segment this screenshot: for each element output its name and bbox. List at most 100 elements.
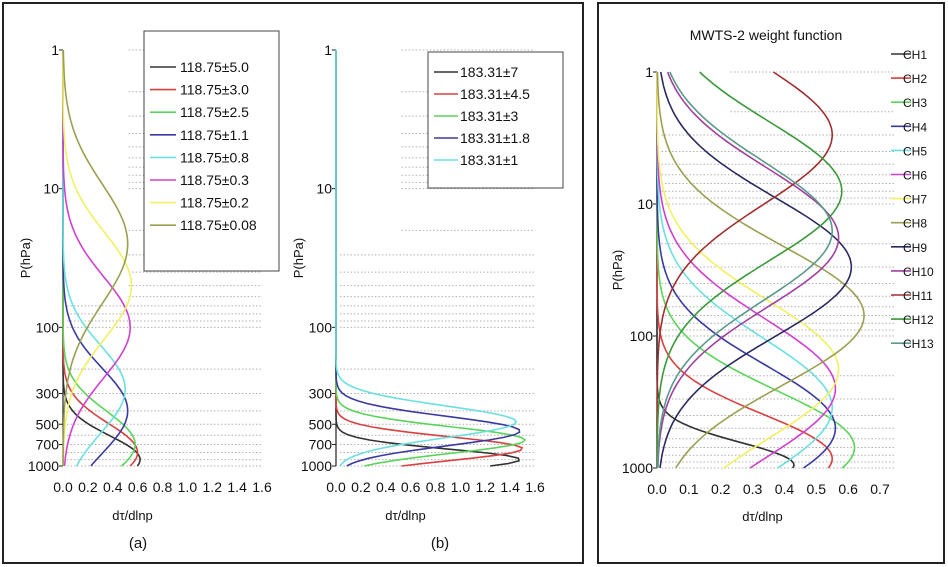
y-tick-label: 500 [36,416,60,432]
legend-entry: CH4 [903,120,927,134]
x-tick-label: 1.2 [476,479,496,495]
x-tick-label: 0.4 [376,479,396,495]
legend-entry: 183.31±3 [460,108,519,124]
series-line-1 [656,72,795,469]
legend-entry: CH7 [903,193,927,207]
legend-entry: CH3 [903,96,927,110]
y-tick-label: 1 [324,42,332,58]
y-tick-label: 700 [309,437,333,453]
legend-entry: 118.75±0.3 [180,172,249,188]
series-group [656,71,865,469]
y-tick-label: 300 [309,385,333,401]
y-tick-label: 1000 [622,460,653,476]
x-tick-label: 0.7 [870,481,890,497]
y-axis-label: P(hPa) [291,238,306,278]
legend: 118.75±5.0 118.75±3.0 118.75±2.5 118.75±1.1… [143,30,280,272]
x-tick-label: 0.5 [807,481,827,497]
series-line-10 [657,71,840,469]
x-tick-label: 1.0 [178,479,198,495]
y-tick-label: 10 [43,181,59,197]
x-tick-label: 1.4 [227,479,247,495]
series-line-7 [656,72,840,469]
y-tick-label: 1000 [28,458,59,474]
y-tick-label: 1000 [301,458,332,474]
x-tick-label: 0.4 [775,481,795,497]
x-tick-label: 0.0 [326,479,346,495]
x-tick-label: 0.6 [401,479,421,495]
legend-entry: 118.75±5.0 [180,59,249,75]
series-line-4 [62,50,129,467]
x-tick-label: 1.0 [451,479,471,495]
series-line-8 [62,49,129,466]
x-tick-label: 1.2 [203,479,223,495]
x-tick-label: 1.6 [525,479,545,495]
legend-entry: 118.75±0.8 [180,149,249,165]
x-tick-label: 0.8 [153,479,173,495]
gridlines [661,71,895,469]
y-axis-label: P(hPa) [610,250,625,290]
legend-entry: 118.75±0.08 [180,217,257,233]
legend-entry: CH10 [903,265,934,279]
x-tick-label: 0.2 [351,479,371,495]
legend-entry: 183.31±7 [460,64,519,80]
legend-entry: CH5 [903,144,927,158]
x-tick-label: 0.1 [679,481,699,497]
chart-b: 1 10 100 300 500 700 1000 0.0 0.2 0.4 0.6 0.8 1.0 1.2… [291,42,564,552]
y-axis-label: P(hPa) [18,238,33,278]
series-line-3 [62,50,136,467]
series-line-5 [62,50,126,467]
y-tick-label: 10 [316,181,332,197]
x-tick-label: 0.2 [78,479,98,495]
legend: CH1 CH2 CH3 CH4 CH5 CH6 CH7 CH8 CH9 CH10 CH11 CH12 C… [891,48,934,351]
y-tick-label: 100 [630,328,654,344]
legend-entry: 118.75±1.1 [180,127,249,143]
legend-entry: CH9 [903,241,927,255]
x-tick-label: 0.2 [711,481,731,497]
x-tick-label: 0.4 [103,479,123,495]
y-tick-label: 700 [36,437,60,453]
x-tick-label: 0.0 [53,479,73,495]
legend-entry: 183.31±1.8 [460,130,530,146]
x-axis-label: dτ/dlnp [112,508,153,523]
x-tick-label: 1.4 [500,479,520,495]
gridlines [339,49,535,467]
legend-entry: CH1 [903,48,927,62]
x-axis-label: dτ/dlnp [385,508,426,523]
legend-box [143,30,280,272]
legend-entry: 118.75±3.0 [180,82,249,98]
series-group [335,50,527,467]
y-tick-label: 100 [309,319,333,335]
series-line-13 [656,71,834,469]
series-line-11 [656,71,833,468]
legend-entry: 183.31±4.5 [460,86,530,102]
legend-entry: 118.75±0.2 [180,195,249,211]
chart-c: 1 10 100 1000 0.0 0.1 0.2 0.3 0.4 0.5 0.6 0.7 dτ/dln… [610,27,934,524]
legend-entry: CH2 [903,72,927,86]
x-tick-label: 1.6 [252,479,272,495]
legend-entry: CH12 [903,313,934,327]
series-line-8 [656,72,865,469]
panel-label: (a) [129,535,147,552]
series-line-12 [656,71,843,468]
series-line-7 [62,50,133,467]
legend-entry: CH8 [903,217,927,231]
legend-entry: 118.75±2.5 [180,104,249,120]
x-tick-label: 0.8 [426,479,446,495]
y-tick-label: 500 [309,416,333,432]
panel-label: (b) [431,535,449,552]
y-tick-label: 1 [645,64,653,80]
chart-a: 1 10 100 300 500 700 1000 0.0 0.2 0.4 0.6 0.8 1.0 1.2… [18,30,280,552]
series-group [62,49,141,467]
y-tick-label: 10 [637,196,653,212]
x-axis-label: dτ/dlnp [742,509,783,524]
legend-box [427,51,564,189]
legend: 183.31±7 183.31±4.5 183.31±3 183.31±1.8 183.… [427,51,564,189]
x-tick-label: 0.0 [647,481,667,497]
series-line-9 [659,71,853,469]
x-tick-label: 0.6 [128,479,148,495]
chart-title: MWTS-2 weight function [690,27,843,43]
y-tick-label: 1 [51,42,59,58]
y-tick-label: 300 [36,385,60,401]
series-line-5 [335,50,518,467]
